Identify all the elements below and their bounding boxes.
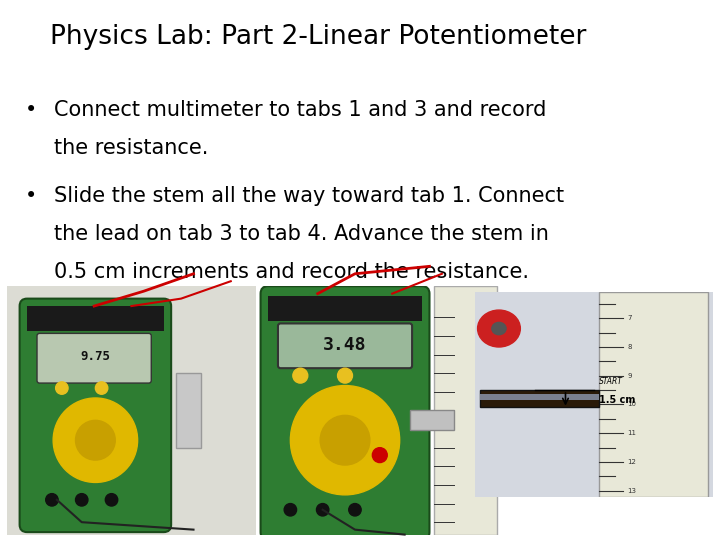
Bar <box>599 292 708 497</box>
Text: Connect multimeter to tabs 1 and 3 and record: Connect multimeter to tabs 1 and 3 and r… <box>54 100 546 120</box>
Text: 12: 12 <box>627 459 636 465</box>
Bar <box>27 306 163 331</box>
Text: 9: 9 <box>627 373 631 379</box>
Bar <box>268 296 422 321</box>
Circle shape <box>338 368 353 383</box>
Circle shape <box>348 503 361 516</box>
Circle shape <box>293 368 307 383</box>
Text: START: START <box>599 377 623 387</box>
Circle shape <box>320 415 370 465</box>
Text: the lead on tab 3 to tab 4. Advance the stem in: the lead on tab 3 to tab 4. Advance the … <box>54 224 549 244</box>
FancyBboxPatch shape <box>278 323 412 368</box>
Text: the resistance.: the resistance. <box>54 138 208 158</box>
Circle shape <box>95 382 108 394</box>
Text: 1.5 cm: 1.5 cm <box>599 395 635 406</box>
Text: 11: 11 <box>627 430 636 436</box>
Text: Slide the stem all the way toward tab 1. Connect: Slide the stem all the way toward tab 1.… <box>54 186 564 206</box>
Text: •: • <box>25 100 37 120</box>
Text: •: • <box>25 186 37 206</box>
Circle shape <box>317 503 329 516</box>
Bar <box>176 373 201 448</box>
Text: 3.48: 3.48 <box>323 336 366 354</box>
Circle shape <box>477 310 521 347</box>
Text: 8: 8 <box>627 344 631 350</box>
Text: Physics Lab: Part 2-Linear Potentiometer: Physics Lab: Part 2-Linear Potentiometer <box>50 24 587 50</box>
Bar <box>434 286 497 535</box>
FancyBboxPatch shape <box>261 286 429 539</box>
Text: 7: 7 <box>627 315 631 321</box>
Bar <box>410 410 454 430</box>
Circle shape <box>105 494 118 506</box>
FancyBboxPatch shape <box>19 299 171 532</box>
Circle shape <box>76 420 115 460</box>
Circle shape <box>45 494 58 506</box>
Text: 9.75: 9.75 <box>81 350 110 363</box>
Circle shape <box>284 503 297 516</box>
Circle shape <box>372 448 387 463</box>
FancyBboxPatch shape <box>37 333 151 383</box>
Circle shape <box>290 386 400 495</box>
Circle shape <box>53 398 138 482</box>
Text: 0.5 cm increments and record the resistance.: 0.5 cm increments and record the resista… <box>54 262 529 282</box>
Circle shape <box>492 322 506 335</box>
Bar <box>480 394 599 400</box>
Text: 10: 10 <box>627 401 636 408</box>
Circle shape <box>76 494 88 506</box>
Text: 13: 13 <box>627 488 636 494</box>
Circle shape <box>55 382 68 394</box>
Bar <box>480 390 599 407</box>
